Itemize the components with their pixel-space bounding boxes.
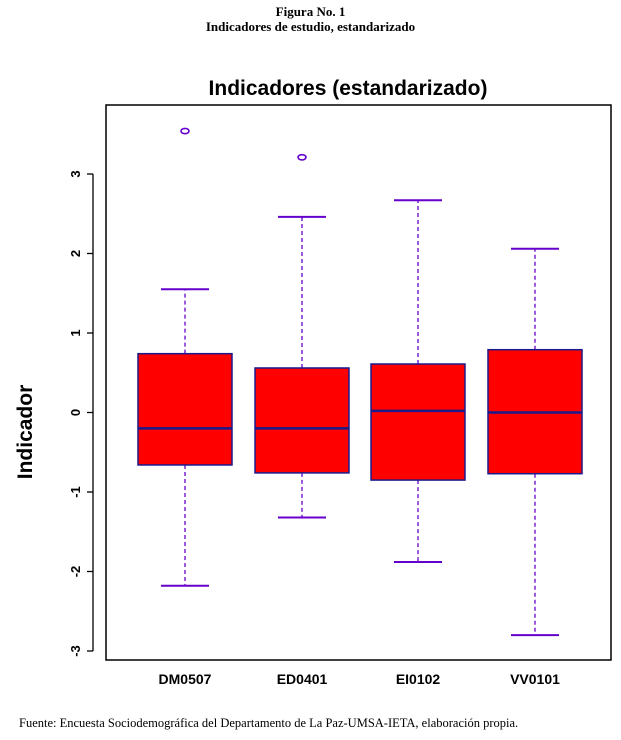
x-tick-label: ED0401 xyxy=(277,671,328,687)
box-vv0101 xyxy=(487,247,583,637)
y-tick-label: -1 xyxy=(68,486,83,498)
x-tick-label: DM0507 xyxy=(159,671,212,687)
y-tick-label: -3 xyxy=(68,645,83,657)
plot-frame xyxy=(105,104,612,661)
box-ed0401 xyxy=(254,153,350,519)
chart-title: Indicadores (estandarizado) xyxy=(209,77,488,100)
box-ei0102 xyxy=(370,199,466,563)
figure-subtitle: Indicadores de estudio, estandarizado xyxy=(205,19,416,34)
x-tick-label: EI0102 xyxy=(396,671,441,687)
y-axis-label: Indicador xyxy=(14,385,37,480)
box-body xyxy=(254,367,350,474)
figure-label: Figura No. 1 xyxy=(275,4,346,19)
y-tick-label: -2 xyxy=(68,566,83,578)
y-tick-label: 1 xyxy=(68,329,83,336)
y-tick-label: 2 xyxy=(68,250,83,257)
boxes xyxy=(137,127,583,637)
box-body xyxy=(370,363,466,481)
box-body xyxy=(137,352,233,466)
outlier-point xyxy=(180,127,190,135)
outlier-point xyxy=(297,153,307,161)
y-tick-label: 3 xyxy=(68,170,83,177)
y-tick-label: 0 xyxy=(68,409,83,416)
x-tick-label: VV0101 xyxy=(510,671,560,687)
box-dm0507 xyxy=(137,127,233,587)
boxplot-chart: Indicadores (estandarizado) -3 -2 -1 0 1 2 3 D… xyxy=(14,77,612,687)
y-axis: -3 -2 -1 0 1 2 3 xyxy=(68,170,94,657)
x-axis: DM0507 ED0401 EI0102 VV0101 xyxy=(159,671,561,687)
source-note: Fuente: Encuesta Sociodemográfica del De… xyxy=(19,716,519,730)
